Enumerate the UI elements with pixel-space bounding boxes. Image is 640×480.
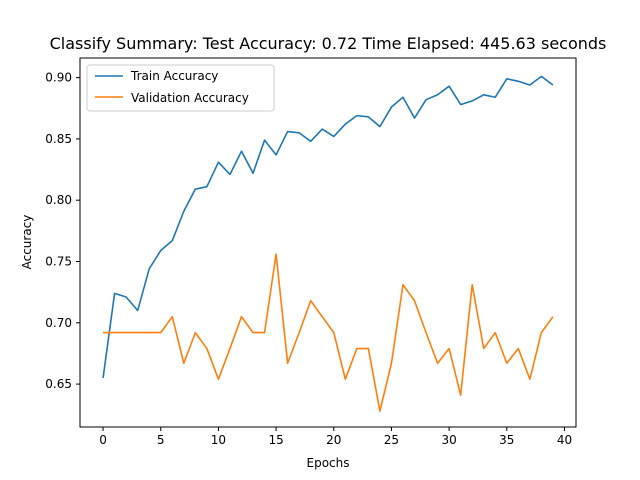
legend-label-train: Train Accuracy <box>130 69 218 83</box>
plot-frame <box>79 57 577 428</box>
x-axis-ticks: 0 5 10 15 20 25 30 35 40 <box>99 427 572 447</box>
y-tick-label: 0.90 <box>45 71 72 85</box>
series-line-1 <box>103 253 554 412</box>
x-tick-label: 25 <box>384 433 399 447</box>
plot-lines <box>102 75 554 412</box>
x-tick-label: 15 <box>268 433 283 447</box>
legend-label-validation: Validation Accuracy <box>131 91 249 105</box>
chart-title: Classify Summary: Test Accuracy: 0.72 Ti… <box>50 34 607 53</box>
x-tick-label: 35 <box>499 433 514 447</box>
x-tick-label: 0 <box>99 433 107 447</box>
series-line-0 <box>102 75 554 379</box>
x-tick-label: 40 <box>557 433 572 447</box>
y-tick-label: 0.75 <box>45 255 72 269</box>
x-tick-label: 5 <box>157 433 165 447</box>
y-tick-label: 0.80 <box>45 193 72 207</box>
y-axis-label: Accuracy <box>20 215 34 270</box>
y-tick-label: 0.65 <box>45 377 72 391</box>
legend: Train Accuracy Validation Accuracy <box>86 64 275 112</box>
x-tick-label: 20 <box>326 433 341 447</box>
x-tick-label: 30 <box>441 433 456 447</box>
x-axis-label: Epochs <box>307 456 350 470</box>
y-tick-label: 0.70 <box>45 316 72 330</box>
y-axis-ticks: 0.65 0.70 0.75 0.80 0.85 0.90 <box>45 71 80 391</box>
x-tick-label: 10 <box>211 433 226 447</box>
y-tick-label: 0.85 <box>45 132 72 146</box>
legend-box <box>86 64 275 112</box>
